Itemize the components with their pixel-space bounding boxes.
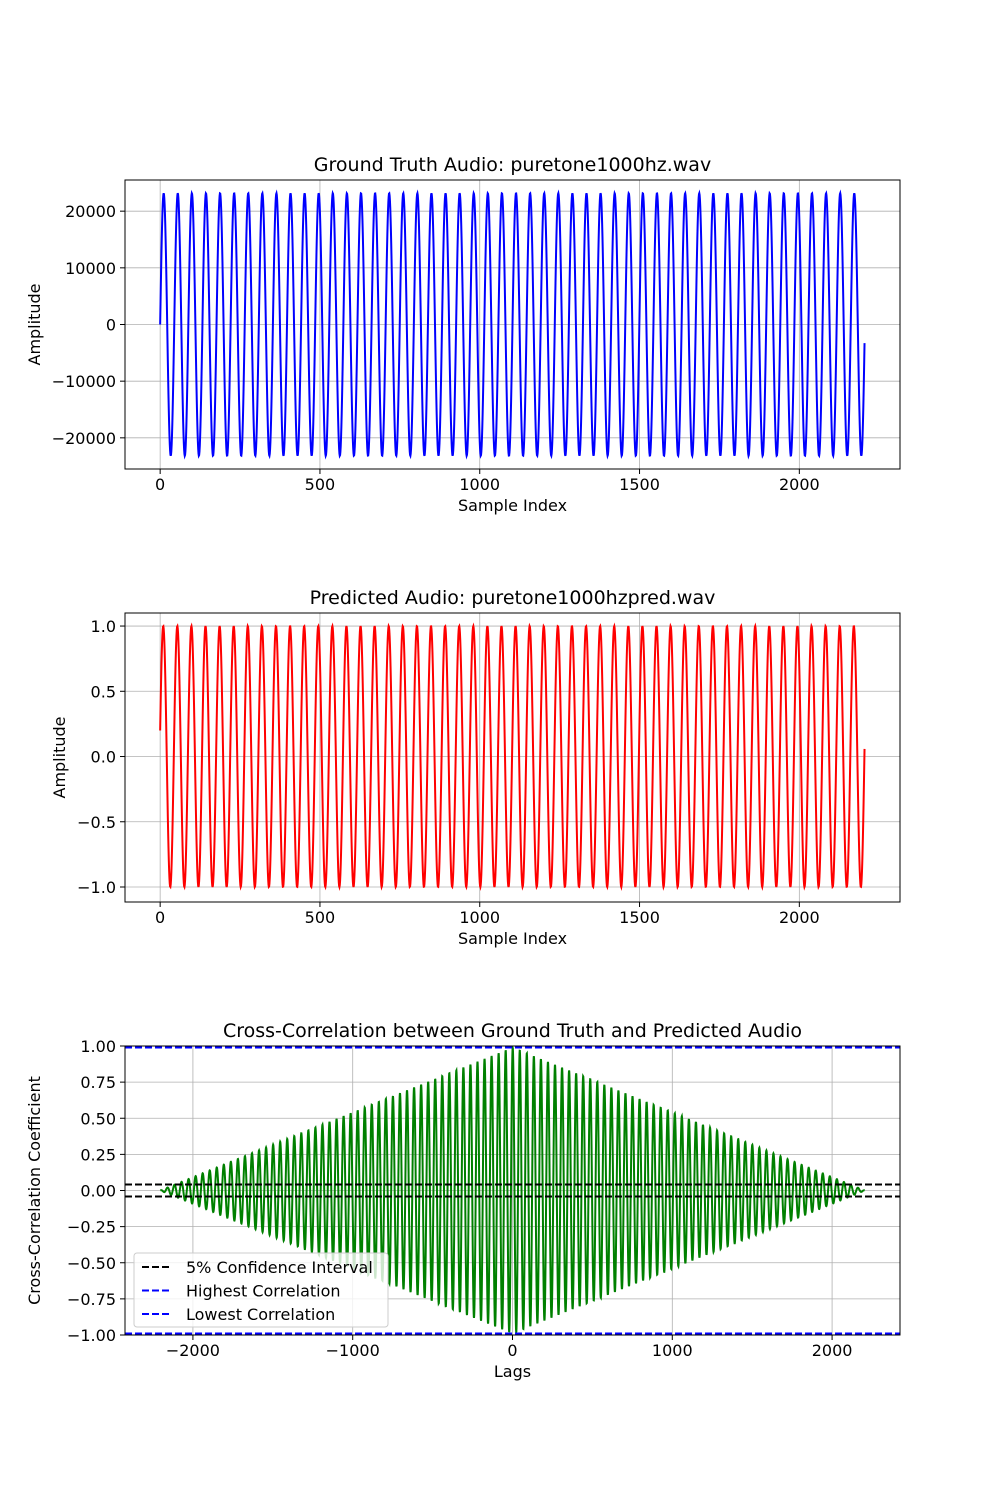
y-tick-label: 0.75	[80, 1073, 116, 1092]
x-tick-label: 0	[507, 1341, 517, 1360]
x-tick-label: 2000	[779, 475, 820, 494]
y-tick-label: −20000	[52, 429, 116, 448]
x-tick-label: 1000	[652, 1341, 693, 1360]
y-tick-label: 0.5	[91, 682, 116, 701]
y-tick-label: −1.0	[77, 878, 116, 897]
x-tick-label: 500	[305, 908, 336, 927]
x-tick-label: 1000	[459, 908, 500, 927]
series-line	[159, 189, 866, 460]
axes-frame	[124, 612, 901, 903]
chart-title: Cross-Correlation between Ground Truth a…	[223, 1020, 802, 1042]
x-tick-label: −2000	[166, 1341, 220, 1360]
x-tick-label: 1500	[619, 908, 660, 927]
y-tick-label: 0.50	[80, 1109, 116, 1128]
y-tick-label: 1.00	[80, 1037, 116, 1056]
legend-label: Highest Correlation	[186, 1282, 341, 1301]
cross-correlation-chart: Cross-Correlation between Ground Truth a…	[25, 1020, 901, 1381]
x-axis-label: Sample Index	[458, 929, 567, 948]
y-tick-label: −10000	[52, 372, 116, 391]
y-tick-label: 0	[106, 316, 116, 335]
predicted-audio-chart: Predicted Audio: puretone1000hzpred.wav …	[50, 587, 901, 948]
y-axis-label: Cross-Correlation Coefficient	[25, 1076, 44, 1305]
legend-label: 5% Confidence Interval	[186, 1258, 373, 1277]
y-tick-label: −0.50	[67, 1254, 116, 1273]
y-tick-label: −0.5	[77, 813, 116, 832]
y-tick-label: 0.00	[80, 1182, 116, 1201]
x-tick-label: −1000	[326, 1341, 380, 1360]
y-tick-label: 20000	[65, 202, 116, 221]
x-tick-label: 2000	[779, 908, 820, 927]
series-line	[159, 1046, 865, 1335]
y-tick-label: −0.75	[67, 1290, 116, 1309]
legend-box	[133, 1252, 389, 1328]
chart-title: Ground Truth Audio: puretone1000hz.wav	[314, 154, 711, 176]
x-tick-label: 0	[155, 475, 165, 494]
legend-label: Lowest Correlation	[186, 1305, 335, 1324]
x-axis-label: Sample Index	[458, 496, 567, 515]
y-tick-label: 10000	[65, 259, 116, 278]
x-tick-label: 500	[305, 475, 336, 494]
chart-title: Predicted Audio: puretone1000hzpred.wav	[310, 587, 716, 609]
y-tick-label: 0.0	[91, 748, 116, 767]
y-tick-label: −0.25	[67, 1218, 116, 1237]
x-axis-label: Lags	[494, 1362, 531, 1381]
y-tick-label: 1.0	[91, 617, 116, 636]
ground-truth-audio-chart: Ground Truth Audio: puretone1000hz.wav S…	[25, 154, 901, 515]
x-tick-label: 1500	[619, 475, 660, 494]
y-tick-label: −1.00	[67, 1326, 116, 1345]
y-axis-label: Amplitude	[50, 717, 69, 799]
series-line	[159, 622, 866, 891]
y-tick-label: 0.25	[80, 1145, 116, 1164]
x-tick-label: 1000	[459, 475, 500, 494]
x-tick-label: 2000	[812, 1341, 853, 1360]
x-tick-label: 0	[155, 908, 165, 927]
y-axis-label: Amplitude	[25, 284, 44, 366]
